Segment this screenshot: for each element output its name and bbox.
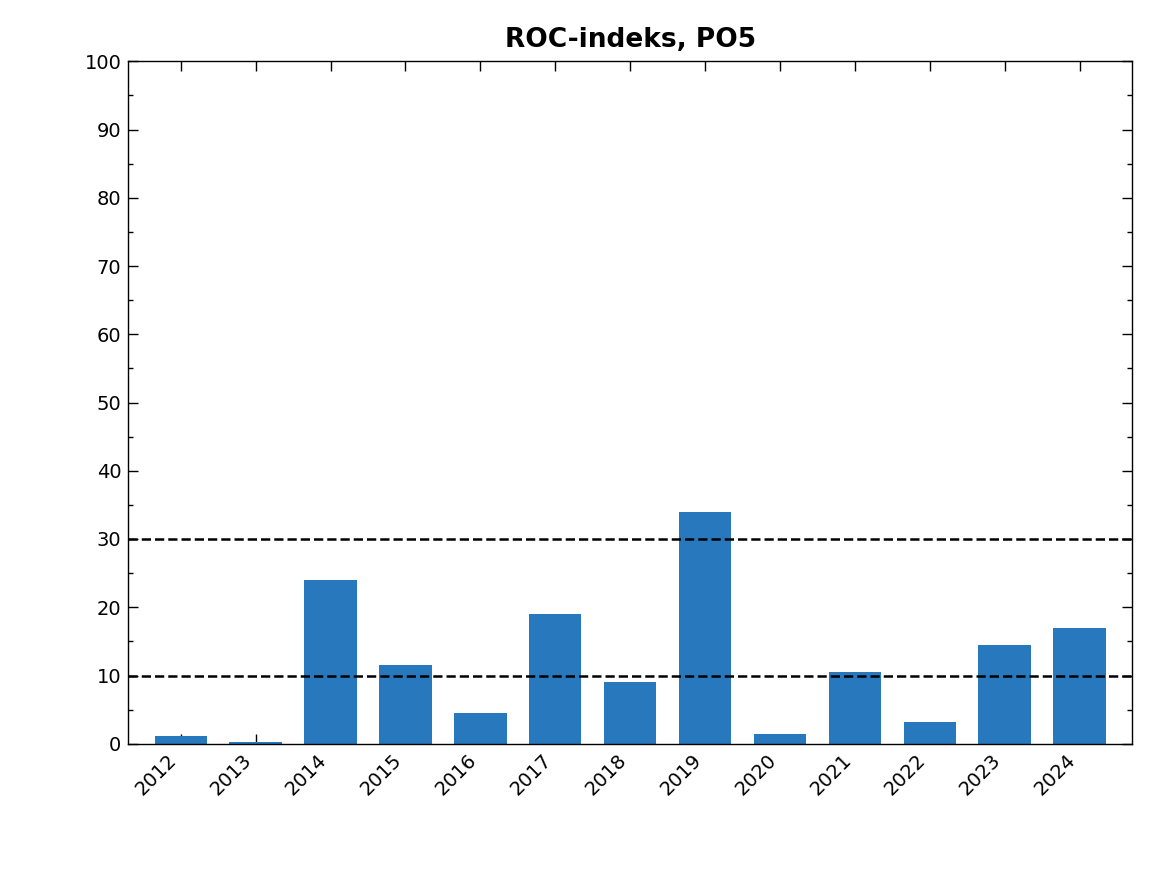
Bar [903,722,956,744]
Bar [679,512,732,744]
Bar [829,672,881,744]
Bar [1054,627,1106,744]
Bar [605,682,656,744]
Bar [978,645,1030,744]
Title: ROC-indeks, PO5: ROC-indeks, PO5 [504,27,756,53]
Bar [754,733,806,744]
Bar [230,742,282,744]
Bar [154,736,207,744]
Bar [454,713,506,744]
Bar [529,614,581,744]
Bar [305,580,357,744]
Bar [379,665,432,744]
